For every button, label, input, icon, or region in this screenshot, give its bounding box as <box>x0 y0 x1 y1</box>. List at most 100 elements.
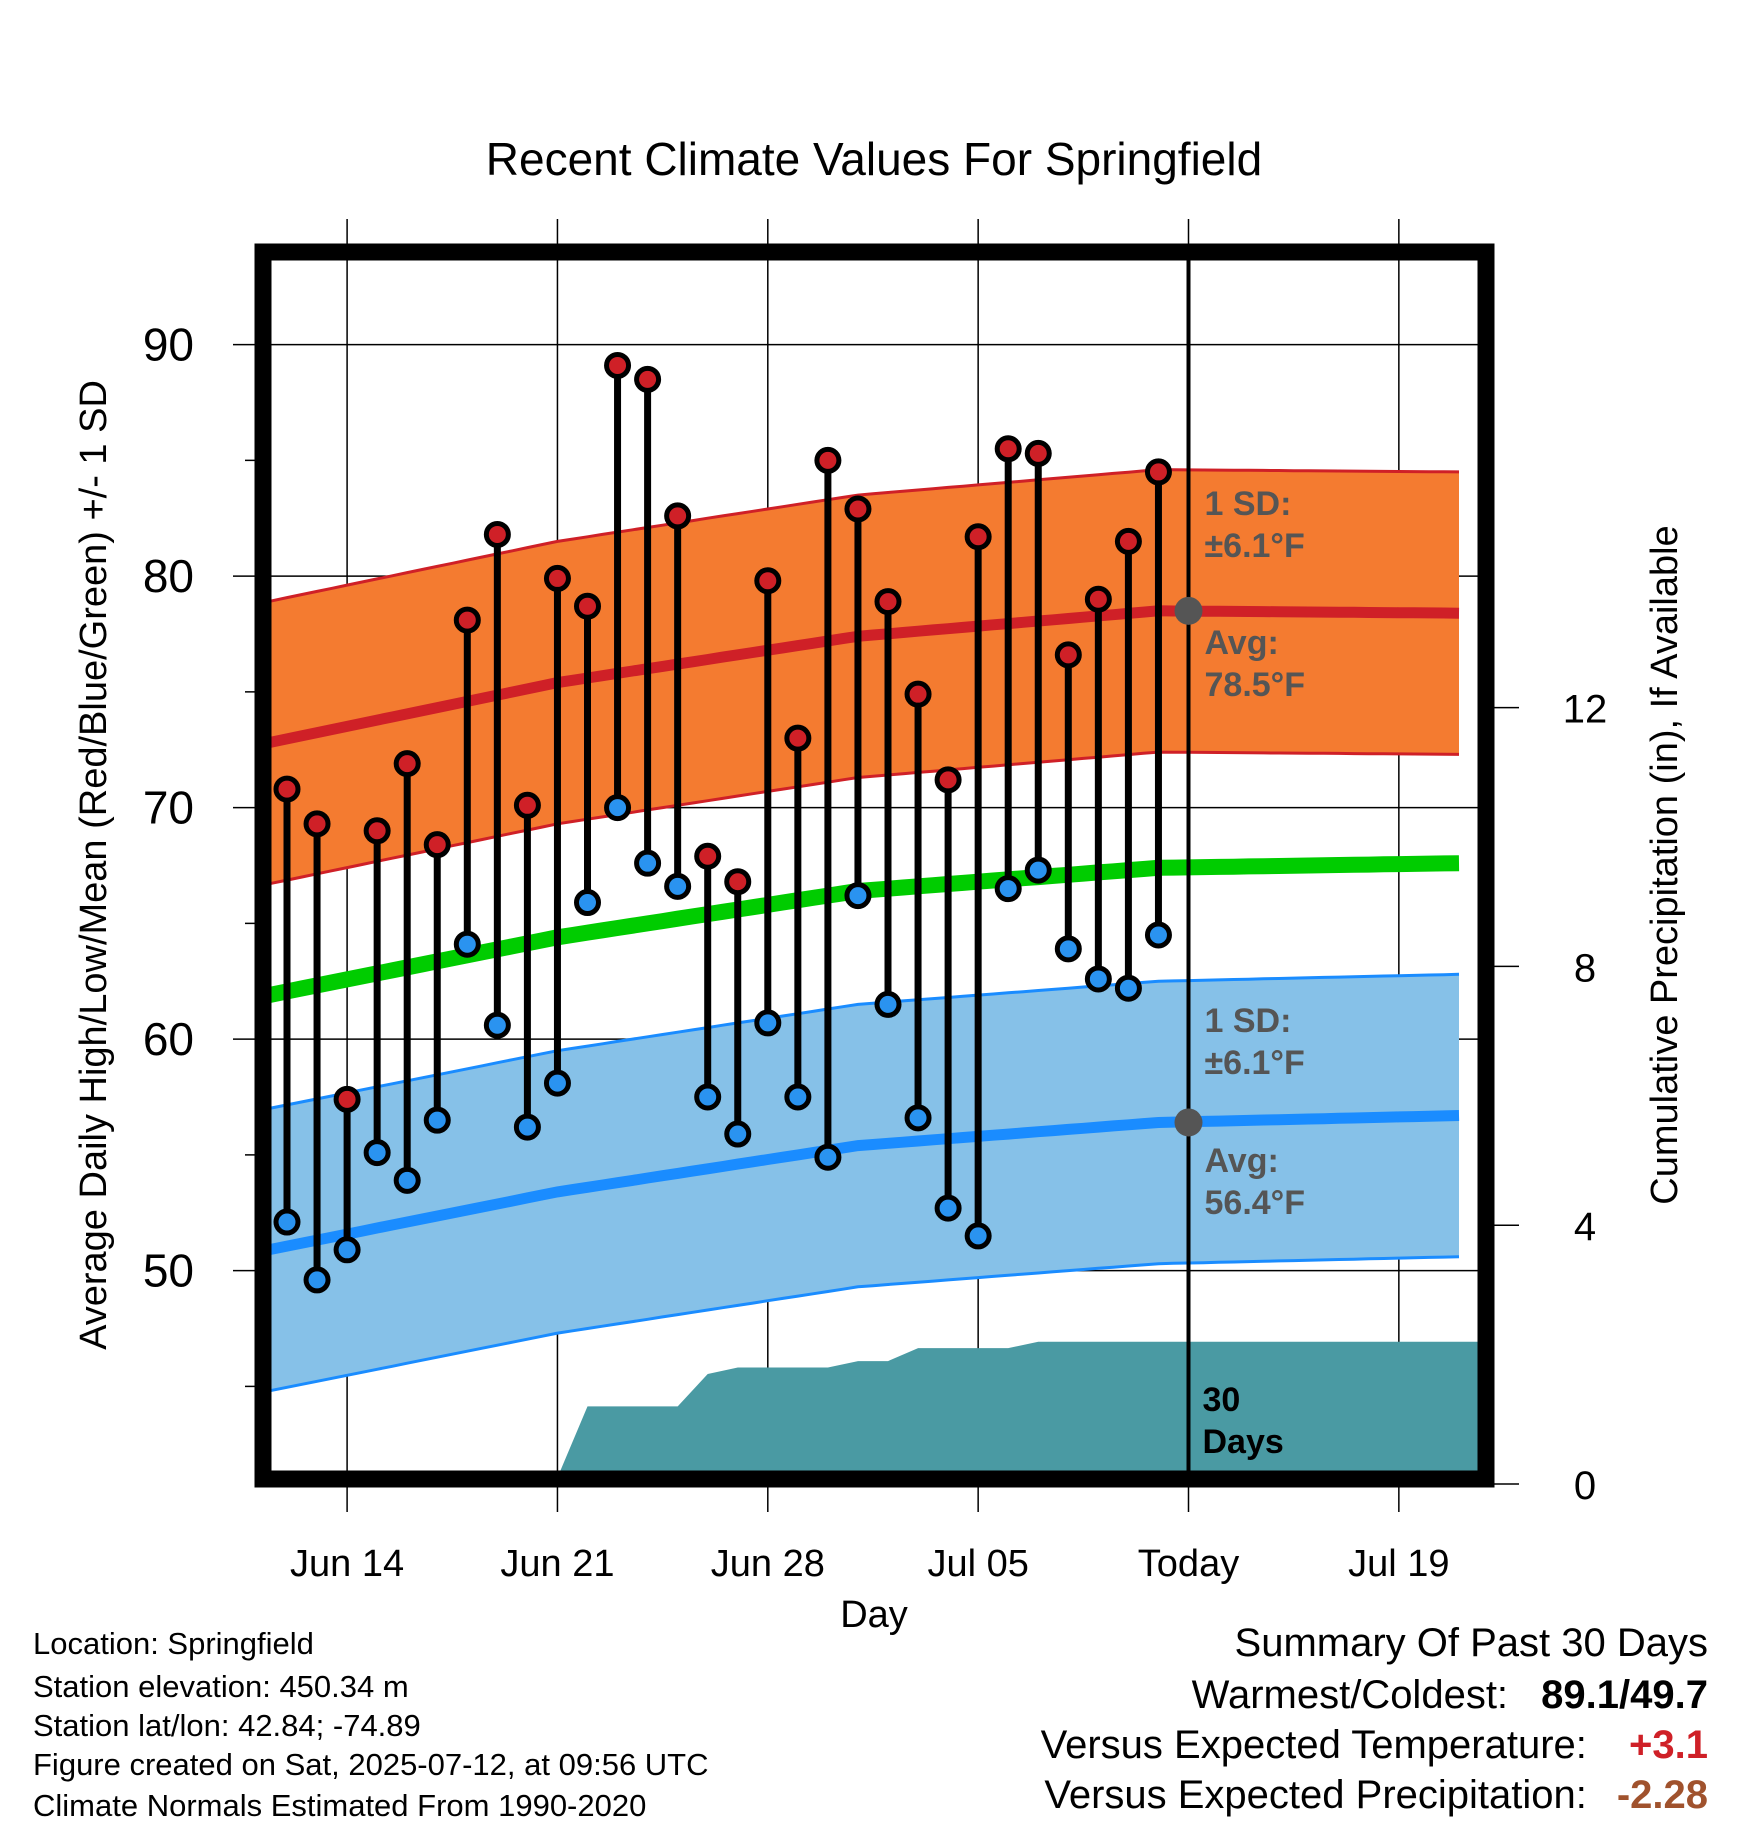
precip-area <box>520 1341 1486 1479</box>
observed-high-point <box>513 791 541 819</box>
observed-low-point <box>333 1236 361 1264</box>
axes: Jun 14 Jun 21 Jun 28 Jul 05 Today Jul 19 50 60 7… <box>143 219 1607 1585</box>
observed-low-point <box>483 1011 511 1039</box>
observed-high-point <box>483 520 511 548</box>
today-low-avg-marker <box>1174 1108 1203 1137</box>
observed-high-point <box>964 523 992 551</box>
high-avg-value: 78.5°F <box>1205 666 1306 704</box>
y-tick-label: 90 <box>143 319 194 371</box>
observed-high-point <box>634 365 662 393</box>
observed-low-point <box>784 1083 812 1111</box>
summary-title: Summary Of Past 30 Days <box>1234 1621 1708 1665</box>
observed-low-point <box>844 882 872 910</box>
observed-low-point <box>934 1194 962 1222</box>
observed-high-point <box>363 817 391 845</box>
y-tick-label: 50 <box>143 1245 194 1297</box>
observed-high-point <box>273 775 301 803</box>
chart-title: Recent Climate Values For Springfield <box>486 133 1262 185</box>
summary-temp-label: Versus Expected Temperature: <box>1040 1723 1587 1767</box>
observed-low-point <box>543 1069 571 1097</box>
summary-precip-label: Versus Expected Precipitation: <box>1044 1773 1587 1817</box>
footer-location: Location: Springfield <box>33 1626 314 1661</box>
observed-low-point <box>904 1104 932 1132</box>
observed-high-point <box>754 567 782 595</box>
summary-temp-value: +3.1 <box>1629 1723 1708 1767</box>
observed-low-point <box>694 1083 722 1111</box>
high-sd-value: ±6.1°F <box>1205 527 1305 565</box>
normal-high-band-upper <box>263 468 1460 605</box>
summary-temp: Versus Expected Temperature: +3.1 <box>1041 1723 1708 1768</box>
observed-low-point <box>604 794 632 822</box>
x-tick-label: Jun 28 <box>711 1543 825 1585</box>
observed-high-point <box>1114 527 1142 555</box>
observed-low-point <box>453 930 481 958</box>
observed-high-point <box>453 606 481 634</box>
observed-low-point <box>363 1139 391 1167</box>
observed-high-point <box>664 502 692 530</box>
observed-low-point <box>393 1166 421 1194</box>
observed-low-point <box>1114 974 1142 1002</box>
today-high-avg-marker <box>1174 596 1203 625</box>
annotation-layer: 1 SD: ±6.1°F Avg: 78.5°F 1 SD: ±6.1°F Avg: 56.4… <box>1203 485 1306 1461</box>
y2-tick-label: 12 <box>1563 688 1608 732</box>
precip-days-number: 30 <box>1203 1381 1241 1419</box>
observed-high-point <box>1084 585 1112 613</box>
observed-low-point <box>724 1120 752 1148</box>
observed-high-point <box>1144 458 1172 486</box>
today-marker-layer <box>1174 252 1203 1479</box>
normal-low-band-upper <box>263 972 1460 1112</box>
observed-high-point <box>844 495 872 523</box>
y-tick-label: 60 <box>143 1013 194 1065</box>
observed-high-point <box>814 446 842 474</box>
summary-warm-cold-value: 89.1/49.7 <box>1541 1673 1708 1717</box>
summary-precip-value: -2.28 <box>1616 1773 1708 1817</box>
observed-high-point <box>1054 641 1082 669</box>
footer-elevation: Station elevation: 450.34 m <box>33 1669 409 1704</box>
observed-high-point <box>784 724 812 752</box>
observed-low-point <box>303 1266 331 1294</box>
observed-low-point <box>574 889 601 917</box>
x-tick-label: Jul 19 <box>1348 1543 1449 1585</box>
observed-high-point <box>994 435 1022 463</box>
low-avg-value: 56.4°F <box>1205 1184 1306 1222</box>
y2-tick-label: 4 <box>1574 1205 1596 1249</box>
observed-high-point <box>543 564 571 592</box>
observed-low-point <box>423 1106 451 1134</box>
observed-low-point <box>513 1113 541 1141</box>
x-tick-label: Today <box>1138 1543 1239 1585</box>
observed-high-point <box>1024 439 1052 467</box>
y2-tick-label: 8 <box>1574 946 1596 990</box>
observed-high-point <box>694 842 722 870</box>
observed-high-point <box>393 750 421 778</box>
summary-warm-cold-label: Warmest/Coldest: <box>1191 1673 1509 1717</box>
observed-low-point <box>273 1208 301 1236</box>
normal-low-line <box>263 1110 1460 1257</box>
footer-created: Figure created on Sat, 2025-07-12, at 09… <box>33 1747 709 1782</box>
observed-series <box>273 351 1172 1294</box>
plot-frame <box>254 243 1495 1488</box>
low-sd-value: ±6.1°F <box>1205 1044 1305 1082</box>
observed-high-point <box>574 592 601 620</box>
x-tick-label: Jun 14 <box>290 1543 404 1585</box>
normal-bands <box>263 468 1486 1479</box>
summary-precip: Versus Expected Precipitation: -2.28 <box>1044 1773 1708 1818</box>
low-sd-label: 1 SD: <box>1205 1002 1292 1040</box>
summary-warm-cold: Warmest/Coldest: 89.1/49.7 <box>1192 1673 1708 1718</box>
observed-high-point <box>333 1085 361 1113</box>
observed-low-point <box>964 1222 992 1250</box>
observed-low-point <box>634 849 662 877</box>
footer-normals: Climate Normals Estimated From 1990-2020 <box>33 1788 647 1823</box>
high-sd-label: 1 SD: <box>1205 485 1292 523</box>
y-tick-label: 70 <box>143 782 194 834</box>
normal-low-band-lower <box>263 1255 1460 1394</box>
observed-low-point <box>814 1143 842 1171</box>
y-axis-label: Average Daily High/Low/Mean (Red/Blue/Gr… <box>73 380 115 1350</box>
observed-high-point <box>604 351 632 379</box>
observed-high-point <box>423 831 451 859</box>
observed-low-point <box>1144 921 1172 949</box>
x-tick-label: Jul 05 <box>927 1543 1028 1585</box>
observed-low-point <box>1084 965 1112 993</box>
observed-high-point <box>303 810 331 838</box>
observed-low-point <box>754 1009 782 1037</box>
